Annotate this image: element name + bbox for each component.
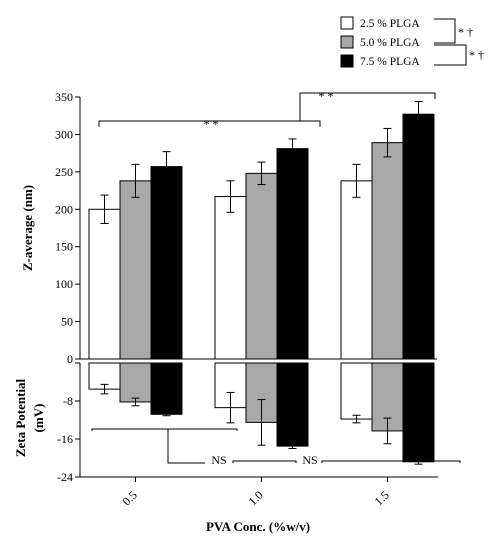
bottom-bar: [340, 362, 373, 420]
top-bar: [371, 142, 404, 360]
legend-swatch: [340, 16, 354, 30]
top-y-tick-label: 150: [55, 240, 73, 254]
top-y-tick-label: 350: [55, 90, 73, 104]
legend-significance: * †: [469, 48, 484, 62]
top-y-tick-label: 100: [55, 277, 73, 291]
top-y-axis-title: Z-average (nm): [20, 185, 35, 271]
x-tick-label: 1.0: [245, 488, 266, 509]
bottom-y-tick-label: -24: [57, 470, 73, 484]
bottom-y-tick-label: -8: [63, 394, 73, 408]
top-y-tick-label: 300: [55, 127, 73, 141]
top-bracket: [299, 92, 436, 121]
bottom-bar: [402, 362, 435, 463]
x-ticks: 0.5 1.0 1.5: [119, 477, 392, 508]
top-bar: [214, 196, 247, 360]
top-y-tick-label: 200: [55, 202, 73, 216]
bottom-bar: [276, 362, 309, 447]
top-y-tick-label: 0: [67, 352, 73, 366]
bottom-y-axis-title-line2: (mV): [31, 404, 46, 433]
top-bar: [245, 172, 278, 360]
legend-label: 2.5 % PLGA: [360, 18, 420, 30]
legend-bracket: [434, 44, 467, 66]
top-bar: [150, 166, 183, 360]
bottom-bar: [119, 362, 152, 403]
bottom-panel: -8 -16 -24: [57, 362, 438, 484]
top-bracket: [98, 120, 321, 127]
top-y-tick-label: 50: [61, 315, 73, 329]
bottom-bracket-label: NS: [211, 453, 226, 467]
bottom-bracket-label: NS: [302, 453, 317, 467]
bottom-y-axis-title-line1: Zeta Potential: [13, 378, 28, 457]
bottom-bar: [150, 362, 183, 415]
bottom-bracket: [321, 460, 461, 463]
x-tick-label: 1.5: [371, 488, 392, 509]
top-bracket-label: * *: [319, 89, 334, 103]
legend: 2.5 % PLGA 5.0 % PLGA 7.5 % PLGA * † * †: [340, 16, 484, 68]
top-bar: [340, 180, 373, 360]
top-bracket-label: * *: [204, 117, 219, 131]
significance-brackets: * * * * NS NS: [91, 89, 461, 467]
legend-label: 5.0 % PLGA: [360, 37, 420, 49]
bottom-bracket: [91, 428, 238, 431]
top-bar: [276, 148, 309, 360]
bottom-bracket: [232, 460, 297, 463]
legend-bracket: [434, 18, 456, 44]
top-y-tick-label: 250: [55, 165, 73, 179]
bottom-y-tick-label: -16: [57, 432, 73, 446]
legend-significance: * †: [458, 25, 473, 39]
legend-label: 7.5 % PLGA: [360, 56, 420, 68]
x-axis-title: PVA Conc. (%w/v): [206, 519, 310, 534]
bottom-bracket: [167, 429, 205, 464]
x-tick-label: 0.5: [119, 488, 140, 509]
top-panel: 0 50 100 150 200 250 300 350: [55, 90, 437, 366]
legend-swatch: [340, 35, 354, 49]
top-bar: [402, 113, 435, 360]
top-bar: [88, 208, 121, 360]
top-bar: [119, 180, 152, 360]
legend-swatch: [340, 54, 354, 68]
